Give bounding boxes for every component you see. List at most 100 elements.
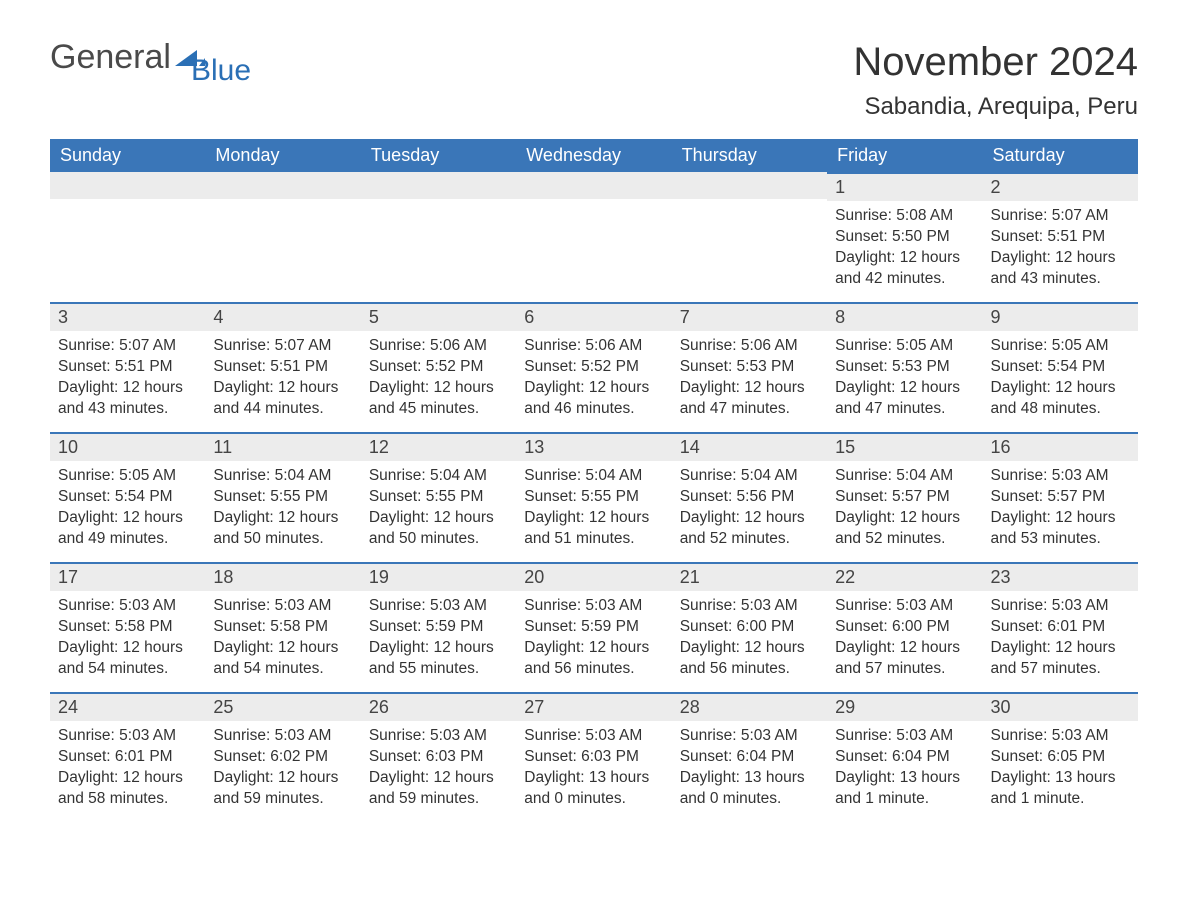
daylight-text: Daylight: 12 hours and 50 minutes. <box>213 508 352 550</box>
calendar-cell: 23Sunrise: 5:03 AMSunset: 6:01 PMDayligh… <box>983 562 1138 692</box>
location-label: Sabandia, Arequipa, Peru <box>853 93 1138 121</box>
sunrise-text: Sunrise: 5:07 AM <box>58 336 197 357</box>
sunset-text: Sunset: 5:50 PM <box>835 227 974 248</box>
calendar-cell: 7Sunrise: 5:06 AMSunset: 5:53 PMDaylight… <box>672 302 827 432</box>
calendar-cell: 12Sunrise: 5:04 AMSunset: 5:55 PMDayligh… <box>361 432 516 562</box>
day-body: Sunrise: 5:04 AMSunset: 5:55 PMDaylight:… <box>205 461 360 558</box>
day-body: Sunrise: 5:07 AMSunset: 5:51 PMDaylight:… <box>205 331 360 428</box>
calendar-cell: 14Sunrise: 5:04 AMSunset: 5:56 PMDayligh… <box>672 432 827 562</box>
sunset-text: Sunset: 5:54 PM <box>58 487 197 508</box>
day-body: Sunrise: 5:05 AMSunset: 5:54 PMDaylight:… <box>50 461 205 558</box>
calendar-cell <box>516 172 671 302</box>
day-body: Sunrise: 5:03 AMSunset: 6:05 PMDaylight:… <box>983 721 1138 818</box>
sunset-text: Sunset: 5:51 PM <box>991 227 1130 248</box>
sunrise-text: Sunrise: 5:03 AM <box>680 726 819 747</box>
daylight-text: Daylight: 12 hours and 45 minutes. <box>369 378 508 420</box>
daylight-text: Daylight: 12 hours and 48 minutes. <box>991 378 1130 420</box>
empty-day-header <box>672 172 827 199</box>
daylight-text: Daylight: 12 hours and 44 minutes. <box>213 378 352 420</box>
daylight-text: Daylight: 12 hours and 47 minutes. <box>680 378 819 420</box>
daylight-text: Daylight: 13 hours and 0 minutes. <box>680 768 819 810</box>
day-body: Sunrise: 5:04 AMSunset: 5:55 PMDaylight:… <box>516 461 671 558</box>
sunset-text: Sunset: 6:03 PM <box>524 747 663 768</box>
calendar-cell: 29Sunrise: 5:03 AMSunset: 6:04 PMDayligh… <box>827 692 982 822</box>
sunrise-text: Sunrise: 5:03 AM <box>991 726 1130 747</box>
logo: General Blue <box>50 40 251 86</box>
calendar-cell: 21Sunrise: 5:03 AMSunset: 6:00 PMDayligh… <box>672 562 827 692</box>
calendar-cell: 22Sunrise: 5:03 AMSunset: 6:00 PMDayligh… <box>827 562 982 692</box>
sunrise-text: Sunrise: 5:04 AM <box>369 466 508 487</box>
calendar-cell: 9Sunrise: 5:05 AMSunset: 5:54 PMDaylight… <box>983 302 1138 432</box>
calendar-cell: 10Sunrise: 5:05 AMSunset: 5:54 PMDayligh… <box>50 432 205 562</box>
day-number: 13 <box>516 432 671 461</box>
day-number: 11 <box>205 432 360 461</box>
day-body: Sunrise: 5:03 AMSunset: 6:01 PMDaylight:… <box>983 591 1138 688</box>
sunset-text: Sunset: 5:51 PM <box>213 357 352 378</box>
day-number: 6 <box>516 302 671 331</box>
weekday-header: Saturday <box>983 139 1138 172</box>
daylight-text: Daylight: 12 hours and 57 minutes. <box>835 638 974 680</box>
daylight-text: Daylight: 12 hours and 57 minutes. <box>991 638 1130 680</box>
calendar-cell: 28Sunrise: 5:03 AMSunset: 6:04 PMDayligh… <box>672 692 827 822</box>
header-row: General Blue November 2024 Sabandia, Are… <box>50 40 1138 121</box>
daylight-text: Daylight: 12 hours and 52 minutes. <box>835 508 974 550</box>
day-number: 17 <box>50 562 205 591</box>
sunrise-text: Sunrise: 5:04 AM <box>213 466 352 487</box>
sunset-text: Sunset: 6:00 PM <box>835 617 974 638</box>
sunrise-text: Sunrise: 5:04 AM <box>835 466 974 487</box>
sunset-text: Sunset: 6:04 PM <box>835 747 974 768</box>
day-number: 21 <box>672 562 827 591</box>
sunrise-text: Sunrise: 5:03 AM <box>524 596 663 617</box>
day-body: Sunrise: 5:03 AMSunset: 6:04 PMDaylight:… <box>827 721 982 818</box>
sunrise-text: Sunrise: 5:03 AM <box>835 596 974 617</box>
calendar-table: Sunday Monday Tuesday Wednesday Thursday… <box>50 139 1138 822</box>
sunset-text: Sunset: 5:59 PM <box>524 617 663 638</box>
sunset-text: Sunset: 6:00 PM <box>680 617 819 638</box>
calendar-week-row: 3Sunrise: 5:07 AMSunset: 5:51 PMDaylight… <box>50 302 1138 432</box>
day-number: 24 <box>50 692 205 721</box>
daylight-text: Daylight: 12 hours and 50 minutes. <box>369 508 508 550</box>
empty-day-header <box>50 172 205 199</box>
sunset-text: Sunset: 5:58 PM <box>58 617 197 638</box>
sunrise-text: Sunrise: 5:05 AM <box>58 466 197 487</box>
sunset-text: Sunset: 6:01 PM <box>991 617 1130 638</box>
sunset-text: Sunset: 5:57 PM <box>991 487 1130 508</box>
daylight-text: Daylight: 12 hours and 42 minutes. <box>835 248 974 290</box>
day-number: 4 <box>205 302 360 331</box>
day-number: 3 <box>50 302 205 331</box>
sunset-text: Sunset: 5:52 PM <box>369 357 508 378</box>
weekday-header: Sunday <box>50 139 205 172</box>
calendar-cell <box>672 172 827 302</box>
daylight-text: Daylight: 13 hours and 1 minute. <box>835 768 974 810</box>
daylight-text: Daylight: 12 hours and 58 minutes. <box>58 768 197 810</box>
empty-day-header <box>205 172 360 199</box>
day-body: Sunrise: 5:06 AMSunset: 5:53 PMDaylight:… <box>672 331 827 428</box>
calendar-cell: 17Sunrise: 5:03 AMSunset: 5:58 PMDayligh… <box>50 562 205 692</box>
calendar-cell: 19Sunrise: 5:03 AMSunset: 5:59 PMDayligh… <box>361 562 516 692</box>
sunset-text: Sunset: 6:05 PM <box>991 747 1130 768</box>
daylight-text: Daylight: 12 hours and 54 minutes. <box>213 638 352 680</box>
day-number: 19 <box>361 562 516 591</box>
sunrise-text: Sunrise: 5:06 AM <box>524 336 663 357</box>
sunset-text: Sunset: 5:57 PM <box>835 487 974 508</box>
calendar-cell <box>50 172 205 302</box>
day-body: Sunrise: 5:04 AMSunset: 5:55 PMDaylight:… <box>361 461 516 558</box>
day-number: 29 <box>827 692 982 721</box>
day-number: 23 <box>983 562 1138 591</box>
day-body: Sunrise: 5:03 AMSunset: 6:00 PMDaylight:… <box>827 591 982 688</box>
daylight-text: Daylight: 12 hours and 49 minutes. <box>58 508 197 550</box>
day-body: Sunrise: 5:03 AMSunset: 6:04 PMDaylight:… <box>672 721 827 818</box>
sunrise-text: Sunrise: 5:04 AM <box>680 466 819 487</box>
day-body: Sunrise: 5:03 AMSunset: 6:03 PMDaylight:… <box>361 721 516 818</box>
daylight-text: Daylight: 12 hours and 43 minutes. <box>991 248 1130 290</box>
calendar-week-row: 1Sunrise: 5:08 AMSunset: 5:50 PMDaylight… <box>50 172 1138 302</box>
sunrise-text: Sunrise: 5:04 AM <box>524 466 663 487</box>
sunrise-text: Sunrise: 5:03 AM <box>213 726 352 747</box>
calendar-cell: 27Sunrise: 5:03 AMSunset: 6:03 PMDayligh… <box>516 692 671 822</box>
day-number: 26 <box>361 692 516 721</box>
day-number: 10 <box>50 432 205 461</box>
calendar-cell: 1Sunrise: 5:08 AMSunset: 5:50 PMDaylight… <box>827 172 982 302</box>
day-number: 22 <box>827 562 982 591</box>
sunrise-text: Sunrise: 5:07 AM <box>991 206 1130 227</box>
calendar-cell: 3Sunrise: 5:07 AMSunset: 5:51 PMDaylight… <box>50 302 205 432</box>
